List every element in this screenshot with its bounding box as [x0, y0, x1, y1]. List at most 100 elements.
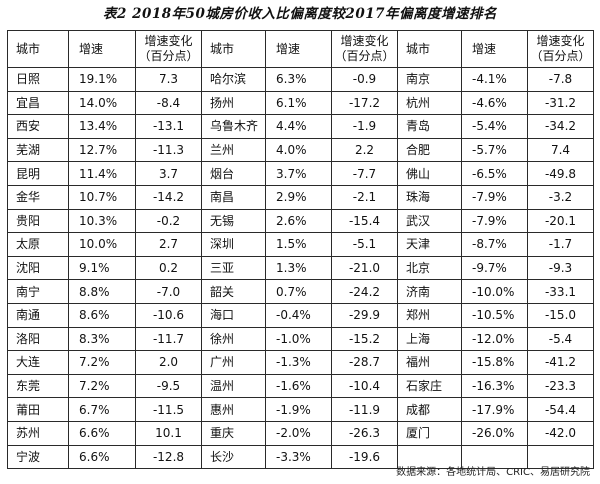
city-cell: 重庆 — [201, 420, 266, 446]
city-cell: 兰州 — [201, 137, 266, 163]
change-cell: -54.4 — [527, 397, 594, 422]
city-cell: 郑州 — [397, 302, 462, 328]
change-cell: -3.2 — [527, 184, 594, 210]
change-cell: -15.2 — [331, 326, 398, 352]
table-row: 昆明 11.4% 3.7 烟台 3.7% -7.7 佛山 -6.5% -49.8 — [7, 161, 594, 186]
city-cell: 沈阳 — [7, 255, 69, 281]
city-cell: 南京 — [397, 67, 462, 92]
change-cell: -31.2 — [527, 90, 594, 116]
growth-cell: 9.1% — [68, 255, 136, 281]
header-change: 增速变化 （百分点） — [331, 30, 398, 68]
city-cell: 海口 — [201, 302, 266, 328]
city-cell: 合肥 — [397, 137, 462, 163]
change-cell: -7.0 — [135, 279, 202, 304]
change-cell: -11.7 — [135, 326, 202, 352]
change-cell: -10.6 — [135, 302, 202, 328]
table-row: 宜昌 14.0% -8.4 扬州 6.1% -17.2 杭州 -4.6% -31.2 — [7, 90, 594, 116]
change-cell: -7.8 — [527, 67, 594, 92]
growth-cell: -1.9% — [265, 397, 332, 422]
growth-cell: -1.6% — [265, 373, 332, 399]
growth-cell: -10.5% — [461, 302, 528, 328]
growth-cell: -5.7% — [461, 137, 528, 163]
city-cell: 日照 — [7, 67, 69, 92]
change-cell: -11.3 — [135, 137, 202, 163]
growth-cell: 8.3% — [68, 326, 136, 352]
city-cell: 福州 — [397, 350, 462, 375]
city-cell: 苏州 — [7, 420, 69, 446]
city-cell: 三亚 — [201, 255, 266, 281]
change-cell: -42.0 — [527, 420, 594, 446]
growth-cell: -26.0% — [461, 420, 528, 446]
table-row: 大连 7.2% 2.0 广州 -1.3% -28.7 福州 -15.8% -41.2 — [7, 350, 594, 375]
table-title: 表2 2018年50城房价收入比偏离度较2017年偏离度增速排名 — [102, 6, 498, 22]
growth-cell: 7.2% — [68, 373, 136, 399]
table-row: 宁波 6.6% -12.8 长沙 -3.3% -19.6 — [7, 444, 594, 470]
city-cell: 莆田 — [7, 397, 69, 422]
change-cell: -19.6 — [331, 444, 398, 470]
change-cell: -34.2 — [527, 114, 594, 139]
table-row: 莆田 6.7% -11.5 惠州 -1.9% -11.9 成都 -17.9% -54.4 — [7, 397, 594, 422]
change-cell: -0.9 — [331, 67, 398, 92]
growth-cell: -4.6% — [461, 90, 528, 116]
table-row: 芜湖 12.7% -11.3 兰州 4.0% 2.2 合肥 -5.7% 7.4 — [7, 137, 594, 163]
city-cell: 徐州 — [201, 326, 266, 352]
change-cell: -49.8 — [527, 161, 594, 186]
change-cell: -11.5 — [135, 397, 202, 422]
change-cell — [527, 444, 594, 470]
change-cell: 7.4 — [527, 137, 594, 163]
growth-cell: -12.0% — [461, 326, 528, 352]
growth-cell: 10.0% — [68, 232, 136, 257]
growth-cell: 12.7% — [68, 137, 136, 163]
table-row: 沈阳 9.1% 0.2 三亚 1.3% -21.0 北京 -9.7% -9.3 — [7, 255, 594, 281]
growth-cell: 6.3% — [265, 67, 332, 92]
growth-cell: -10.0% — [461, 279, 528, 304]
change-cell: -14.2 — [135, 184, 202, 210]
header-growth: 增速 — [461, 30, 528, 68]
city-cell: 宜昌 — [7, 90, 69, 116]
growth-cell: 1.3% — [265, 255, 332, 281]
change-cell: 2.7 — [135, 232, 202, 257]
change-cell: -2.1 — [331, 184, 398, 210]
change-cell: -5.4 — [527, 326, 594, 352]
change-cell: 2.2 — [331, 137, 398, 163]
data-source-note: 数据来源：各地统计局、CRIC、易居研究院 — [396, 467, 590, 478]
growth-cell: -1.3% — [265, 350, 332, 375]
growth-cell: -7.9% — [461, 208, 528, 234]
growth-cell: 19.1% — [68, 67, 136, 92]
header-row: 城市 增速 增速变化 （百分点） 城市 增速 增速变化 （百分点） 城市 增速 增速… — [7, 30, 594, 68]
growth-cell: -17.9% — [461, 397, 528, 422]
growth-cell: 0.7% — [265, 279, 332, 304]
change-cell: -21.0 — [331, 255, 398, 281]
city-cell: 昆明 — [7, 161, 69, 186]
change-cell: 10.1 — [135, 420, 202, 446]
change-cell: -11.9 — [331, 397, 398, 422]
growth-cell: 2.9% — [265, 184, 332, 210]
growth-cell: 10.3% — [68, 208, 136, 234]
city-cell: 天津 — [397, 232, 462, 257]
change-cell: -9.3 — [527, 255, 594, 281]
change-cell: -28.7 — [331, 350, 398, 375]
city-cell: 广州 — [201, 350, 266, 375]
city-cell: 温州 — [201, 373, 266, 399]
city-cell: 北京 — [397, 255, 462, 281]
growth-cell: 14.0% — [68, 90, 136, 116]
change-cell: -29.9 — [331, 302, 398, 328]
growth-cell: 2.6% — [265, 208, 332, 234]
city-cell: 乌鲁木齐 — [201, 114, 266, 139]
city-cell: 东莞 — [7, 373, 69, 399]
growth-cell: 8.8% — [68, 279, 136, 304]
city-cell: 石家庄 — [397, 373, 462, 399]
growth-cell: -9.7% — [461, 255, 528, 281]
city-cell: 金华 — [7, 184, 69, 210]
growth-cell: 6.7% — [68, 397, 136, 422]
city-cell: 宁波 — [7, 444, 69, 470]
growth-cell: 11.4% — [68, 161, 136, 186]
change-cell: -1.9 — [331, 114, 398, 139]
table-row: 苏州 6.6% 10.1 重庆 -2.0% -26.3 厦门 -26.0% -42.0 — [7, 420, 594, 446]
growth-cell: 6.6% — [68, 444, 136, 470]
header-city: 城市 — [7, 30, 69, 68]
growth-cell: -16.3% — [461, 373, 528, 399]
growth-cell: 1.5% — [265, 232, 332, 257]
growth-cell: 6.1% — [265, 90, 332, 116]
city-cell: 哈尔滨 — [201, 67, 266, 92]
